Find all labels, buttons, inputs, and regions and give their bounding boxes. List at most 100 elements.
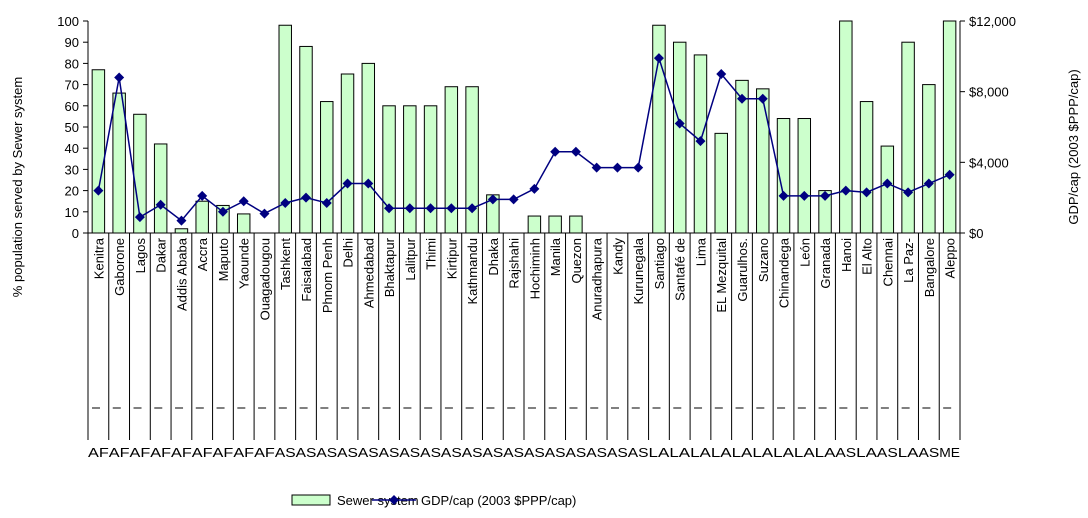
- bar: [714, 132, 728, 234]
- x-tick-label: Hochiminh: [527, 238, 542, 299]
- bar: [153, 143, 168, 234]
- bar: [361, 62, 376, 234]
- x-tick-label: Quezon: [569, 238, 584, 284]
- gdp-marker: [301, 192, 311, 203]
- x-tick-label: Lalitpur: [403, 237, 418, 280]
- gdp-marker: [467, 203, 478, 214]
- region-label: LA: [815, 445, 836, 460]
- bar: [569, 215, 583, 234]
- region-label: AS: [918, 445, 939, 460]
- region-label: LA: [669, 445, 690, 460]
- x-tick-label: Kandy: [610, 238, 625, 275]
- x-tick-label: Lagos: [133, 238, 148, 274]
- region-label: AS: [316, 445, 337, 460]
- y2-tick-label: $8,000: [969, 85, 1009, 100]
- gdp-marker: [404, 203, 415, 214]
- x-tick-label: Guarulhos.: [735, 238, 750, 302]
- gdp-marker: [176, 215, 187, 226]
- x-tick-label: Tashkent: [278, 238, 293, 290]
- x-tick-label: El Alto: [860, 238, 875, 275]
- x-tick-label: Granada: [818, 237, 833, 288]
- region-label: AF: [150, 445, 171, 460]
- gdp-marker: [280, 197, 291, 208]
- x-tick-label: Dhaka: [486, 237, 501, 275]
- y-axis-title: % population served by Sewer system: [10, 77, 25, 297]
- x-tick-label: Aleppo: [943, 238, 958, 278]
- region-label: AF: [130, 445, 151, 460]
- region-label: AS: [607, 445, 628, 460]
- gdp-marker: [384, 203, 395, 214]
- region-label: LA: [711, 445, 732, 460]
- x-tick-label: Bangalore: [922, 238, 937, 297]
- x-tick-label: Suzano: [756, 238, 771, 282]
- bar: [320, 101, 334, 234]
- bar: [922, 84, 936, 234]
- y-tick-label: 0: [72, 226, 79, 241]
- region-label: AS: [441, 445, 462, 460]
- region-label: AS: [524, 445, 545, 460]
- bar: [299, 45, 313, 234]
- x-tick-label: Delhi: [341, 238, 356, 268]
- region-label: AF: [109, 445, 130, 460]
- x-tick-label: Phnom Penh: [320, 238, 335, 313]
- region-label: LA: [773, 445, 794, 460]
- gdp-marker: [259, 208, 270, 219]
- x-tick-label: Thimi: [424, 238, 439, 270]
- bar: [797, 118, 812, 234]
- region-label: AF: [192, 445, 213, 460]
- bar: [527, 215, 542, 234]
- y-tick-label: 100: [57, 14, 79, 29]
- gdp-marker: [737, 93, 747, 104]
- gdp-marker: [321, 197, 332, 208]
- gdp-marker: [508, 194, 519, 205]
- gdp-marker: [674, 118, 685, 129]
- x-tick-label: EL Mezquital: [714, 238, 729, 313]
- bar: [880, 145, 895, 234]
- x-tick-label: Kurunegala: [631, 237, 646, 304]
- region-label: AS: [482, 445, 503, 460]
- region-label: AS: [399, 445, 420, 460]
- x-tick-label: Kathmandu: [465, 238, 480, 305]
- gdp-marker: [363, 178, 374, 189]
- region-label: LA: [649, 445, 670, 460]
- gdp-marker: [155, 199, 166, 210]
- x-tick-label: Kirtipur: [444, 237, 459, 279]
- region-label: ME: [939, 445, 960, 460]
- gdp-marker: [425, 203, 436, 214]
- x-tick-label: La Paz-: [901, 238, 916, 283]
- x-tick-label: Ahmedabad: [361, 238, 376, 308]
- gdp-marker: [653, 53, 664, 64]
- y-tick-label: 80: [65, 56, 79, 71]
- region-label: AS: [586, 445, 607, 460]
- region-label: AS: [420, 445, 441, 460]
- gdp-marker: [612, 162, 623, 173]
- bar: [174, 228, 189, 234]
- bar: [839, 20, 853, 234]
- bar: [756, 88, 770, 234]
- gdp-marker: [217, 206, 228, 217]
- bar: [859, 101, 874, 234]
- region-label: AS: [503, 445, 524, 460]
- y-tick-label: 20: [65, 184, 79, 199]
- gdp-marker: [529, 183, 540, 194]
- bar: [382, 105, 396, 234]
- y-tick-label: 30: [65, 162, 79, 177]
- gdp-marker: [944, 169, 955, 180]
- x-tick-label: Manila: [548, 237, 563, 276]
- gdp-marker: [591, 162, 602, 173]
- x-tick-label: Lima: [693, 237, 708, 266]
- x-tick-label: Ouagadougou: [257, 238, 272, 320]
- region-label: AS: [545, 445, 566, 460]
- gdp-marker: [342, 178, 353, 189]
- bar: [901, 41, 915, 234]
- gdp-marker: [716, 69, 727, 79]
- y2-tick-label: $4,000: [969, 155, 1009, 170]
- gdp-marker: [134, 212, 145, 223]
- gdp-marker: [487, 194, 498, 205]
- gdp-marker: [820, 190, 831, 201]
- gdp-marker: [550, 146, 561, 157]
- region-label: AS: [877, 445, 898, 460]
- region-label: AF: [254, 445, 275, 460]
- region-label: LA: [794, 445, 815, 460]
- gdp-marker: [570, 146, 581, 157]
